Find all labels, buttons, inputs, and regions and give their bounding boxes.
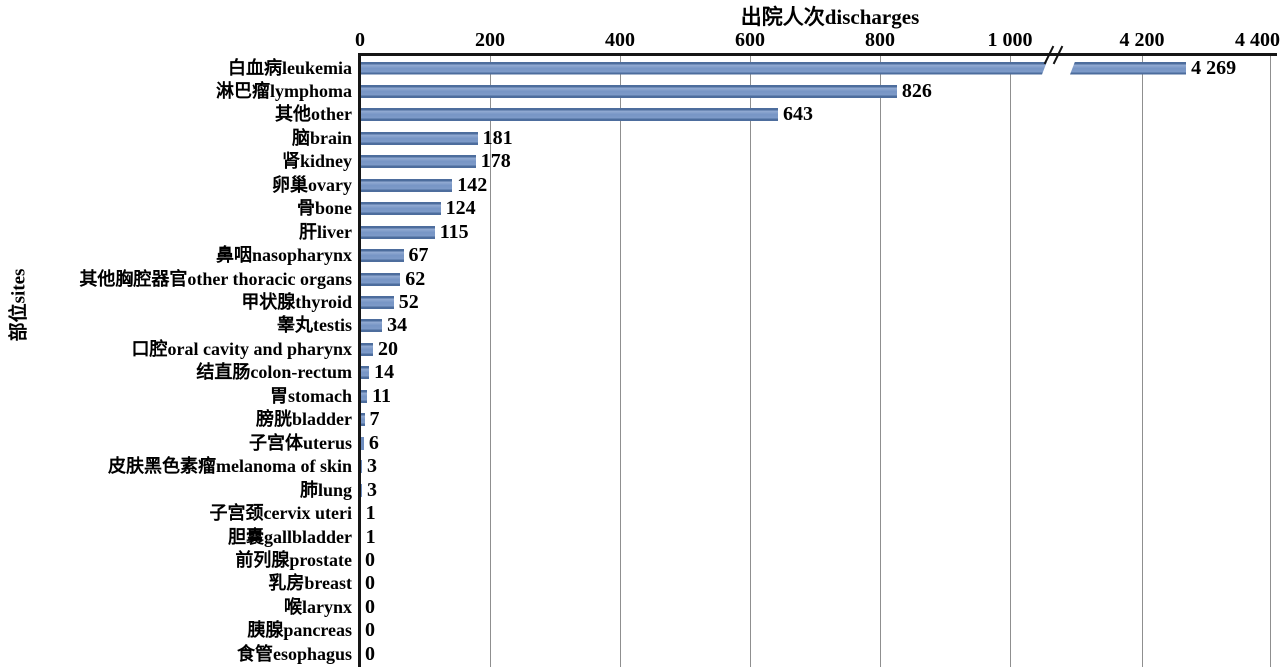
bar bbox=[360, 108, 778, 122]
value-label: 34 bbox=[387, 314, 408, 337]
value-label: 11 bbox=[372, 384, 392, 407]
category-label: 其他other bbox=[275, 104, 352, 125]
category-label: 肝liver bbox=[299, 221, 352, 242]
category-label: 其他胸腔器官other thoracic organs bbox=[79, 268, 352, 289]
gridline bbox=[489, 55, 491, 667]
category-label: 肺lung bbox=[299, 479, 352, 500]
gridline bbox=[749, 55, 751, 667]
bar bbox=[360, 155, 476, 169]
value-label: 20 bbox=[378, 337, 398, 360]
x-tick-label: 4 200 bbox=[1119, 29, 1165, 51]
value-label: 142 bbox=[457, 173, 488, 196]
value-label: 7 bbox=[369, 408, 380, 431]
x-tick-label: 0 bbox=[355, 29, 365, 51]
value-label: 3 bbox=[366, 478, 377, 501]
x-tick-label: 4 400 bbox=[1235, 29, 1280, 51]
category-label: 前列腺prostate bbox=[235, 549, 352, 570]
value-label: 6 bbox=[368, 431, 379, 454]
category-label: 子宫体uterus bbox=[249, 432, 352, 453]
bar bbox=[360, 296, 394, 309]
value-label: 0 bbox=[365, 595, 375, 618]
category-label: 骨bone bbox=[296, 198, 352, 219]
value-label: 178 bbox=[480, 150, 511, 173]
category-label: 乳房breast bbox=[268, 573, 352, 594]
value-label: 0 bbox=[365, 642, 375, 665]
value-label: 0 bbox=[365, 572, 375, 595]
bar bbox=[360, 389, 368, 403]
category-label: 胰腺pancreas bbox=[247, 620, 352, 641]
value-label: 1 bbox=[365, 525, 376, 548]
value-label: 3 bbox=[366, 455, 377, 478]
value-label: 826 bbox=[901, 79, 932, 102]
value-label: 4 269 bbox=[1191, 56, 1237, 79]
category-label: 淋巴瘤lymphoma bbox=[215, 80, 352, 101]
x-axis-line bbox=[358, 53, 1277, 56]
category-label: 口腔oral cavity and pharynx bbox=[131, 338, 352, 359]
category-label: 子宫颈cervix uteri bbox=[209, 503, 352, 524]
bar bbox=[360, 413, 365, 427]
value-label: 67 bbox=[408, 244, 429, 267]
bar bbox=[360, 178, 453, 192]
category-label: 喉larynx bbox=[283, 596, 352, 617]
value-label: 0 bbox=[365, 548, 375, 571]
bar bbox=[360, 249, 404, 263]
x-axis-title: 出院人次discharges bbox=[740, 5, 920, 29]
category-label: 胃stomach bbox=[270, 385, 352, 406]
y-axis-title: 部位sites bbox=[8, 268, 30, 342]
category-label: 胆囊gallbladder bbox=[227, 526, 352, 547]
bar bbox=[360, 225, 435, 239]
x-tick-label: 200 bbox=[475, 29, 505, 51]
category-label: 睾丸testis bbox=[277, 315, 352, 336]
gridline bbox=[619, 55, 621, 667]
value-label: 0 bbox=[365, 619, 375, 642]
gridline bbox=[1009, 55, 1011, 667]
value-label: 14 bbox=[374, 361, 395, 384]
bar bbox=[360, 131, 478, 145]
x-tick-label: 600 bbox=[735, 29, 765, 51]
category-label: 甲状腺thyroid bbox=[241, 292, 352, 312]
category-label: 鼻咽nasopharynx bbox=[215, 245, 352, 266]
category-label: 皮肤黑色素瘤melanoma of skin bbox=[107, 456, 352, 477]
x-tick-label: 800 bbox=[865, 29, 895, 51]
value-label: 181 bbox=[482, 126, 513, 149]
gridline bbox=[1141, 55, 1143, 667]
value-label: 62 bbox=[405, 267, 426, 290]
bar-segment bbox=[1070, 61, 1187, 75]
bar bbox=[360, 202, 441, 216]
bar bbox=[360, 342, 373, 356]
y-axis-line bbox=[358, 53, 361, 667]
gridline bbox=[879, 55, 881, 667]
value-label: 1 bbox=[365, 502, 376, 525]
value-label: 115 bbox=[439, 220, 469, 243]
bar bbox=[360, 436, 364, 450]
category-label: 肾kidney bbox=[281, 151, 352, 172]
value-label: 124 bbox=[445, 197, 476, 220]
category-label: 膀胱bladder bbox=[255, 409, 352, 430]
gridline bbox=[1269, 55, 1271, 667]
category-label: 结直肠colon-rectum bbox=[196, 362, 352, 383]
bar bbox=[360, 272, 401, 286]
category-label: 食管esophagus bbox=[236, 643, 352, 664]
value-label: 643 bbox=[782, 103, 813, 126]
x-tick-label: 400 bbox=[605, 29, 635, 51]
x-tick-label: 1 000 bbox=[987, 29, 1033, 51]
category-label: 卵巢ovary bbox=[272, 174, 352, 195]
category-label: 白血病leukemia bbox=[228, 57, 352, 78]
bar bbox=[360, 366, 370, 380]
bar-segment bbox=[360, 62, 1047, 75]
category-label: 脑brain bbox=[291, 127, 352, 148]
bar bbox=[360, 319, 383, 333]
bar bbox=[360, 84, 897, 98]
value-label: 52 bbox=[398, 291, 419, 313]
